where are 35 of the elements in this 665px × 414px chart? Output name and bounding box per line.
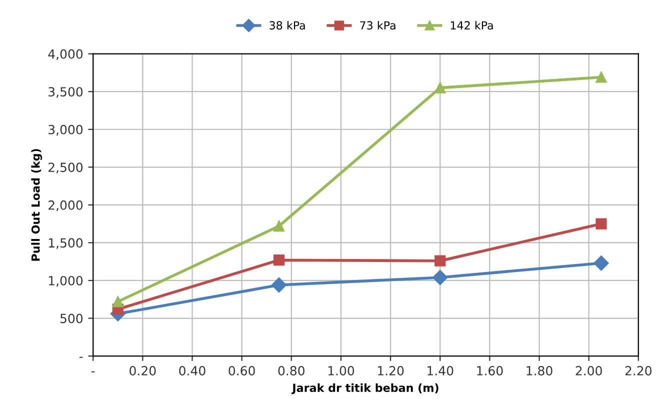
point bbox=[434, 82, 446, 94]
x-tick-label: 1.20 bbox=[378, 366, 404, 376]
x-tick-label: 1.80 bbox=[526, 366, 552, 376]
y-axis-title: Pull Out Load (kg) bbox=[31, 149, 42, 261]
x-tick-label: 0.80 bbox=[278, 366, 304, 376]
x-tick-label: 2.20 bbox=[625, 366, 652, 376]
y-tick-label: 2,500 bbox=[48, 162, 83, 174]
y-tick-label: 3,000 bbox=[48, 124, 83, 136]
x-tick-label: 1.00 bbox=[328, 366, 354, 376]
point bbox=[596, 218, 607, 230]
y-tick-label: 1,000 bbox=[48, 276, 83, 287]
point bbox=[273, 254, 285, 266]
point bbox=[271, 277, 287, 293]
point bbox=[273, 220, 285, 232]
point bbox=[596, 72, 607, 83]
y-tick-label: 2,000 bbox=[48, 200, 83, 212]
point bbox=[434, 255, 446, 266]
x-tick-label: 1.60 bbox=[477, 366, 503, 376]
y-tick-label: - bbox=[79, 356, 83, 358]
x-tick-label: 0.60 bbox=[228, 366, 255, 376]
point bbox=[112, 296, 124, 308]
y-tick-label: 3,500 bbox=[48, 87, 83, 98]
y-tick-label: 4,000 bbox=[48, 49, 83, 60]
x-tick-label: 1.40 bbox=[428, 366, 454, 376]
x-tick-label: 0.20 bbox=[130, 366, 156, 376]
x-tick-label: 0.40 bbox=[179, 366, 206, 376]
x-axis-title: Jarak dr titik beban (m) bbox=[292, 383, 438, 394]
y-tick-label: 1,500 bbox=[48, 238, 83, 249]
x-tick-label: 2.00 bbox=[576, 366, 602, 376]
legend-label: 73 kPa bbox=[360, 20, 396, 30]
point bbox=[432, 270, 448, 286]
legend-label: 142 kPa bbox=[450, 20, 493, 30]
legend-label: 38 kPa bbox=[270, 20, 305, 30]
y-tick-label: 500 bbox=[60, 314, 83, 324]
point bbox=[594, 256, 609, 271]
